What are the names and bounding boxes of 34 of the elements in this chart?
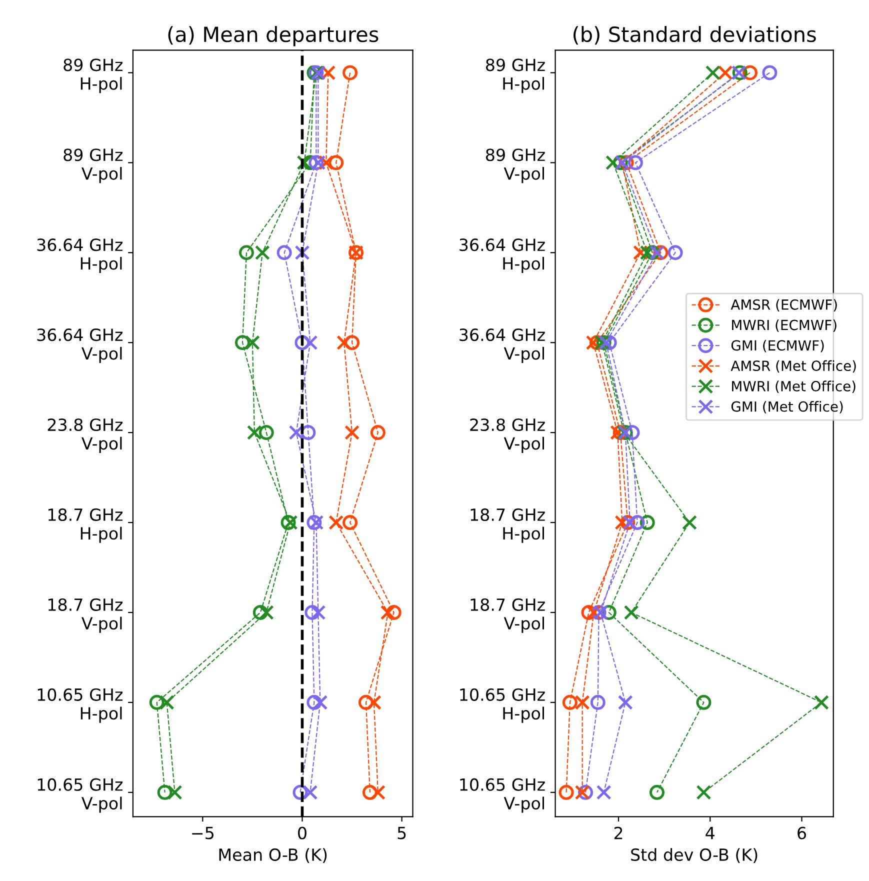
- y-tick-label: 23.8 GHz V-pol: [48, 418, 123, 453]
- x-axis-title: Std dev O-B (K): [631, 848, 758, 863]
- y-tick-label: 18.7 GHz V-pol: [48, 598, 123, 633]
- legend-label: AMSR (Met Office): [730, 360, 856, 373]
- x-tick-label: 5: [398, 826, 406, 840]
- x-axis-title: Mean O-B (K): [219, 848, 327, 863]
- y-tick-label: 89 GHz V-pol: [64, 148, 123, 184]
- y-tick-label: 36.64 GHz V-pol: [460, 328, 545, 363]
- x-tick-label: 0: [298, 826, 306, 840]
- legend-label: MWRI (Met Office): [732, 380, 856, 394]
- legend-label: GMI (Met Office): [731, 401, 843, 414]
- y-tick-label: 10.65 GHz H-pol: [460, 688, 545, 723]
- x-tick-label: 2: [614, 826, 622, 840]
- y-tick-label: 36.64 GHz H-pol: [460, 238, 545, 274]
- y-tick-label: 23.8 GHz V-pol: [470, 418, 545, 453]
- y-tick-label: 36.64 GHz V-pol: [37, 328, 123, 363]
- y-tick-label: 18.7 GHz H-pol: [470, 508, 545, 543]
- y-tick-label: 10.65 GHz H-pol: [38, 688, 123, 723]
- chart-title: (a) Mean departures: [168, 26, 378, 46]
- chart-title: (b) Standard deviations: [574, 26, 816, 45]
- y-tick-label: 89 GHz H-pol: [64, 58, 123, 94]
- y-tick-label: 36.64 GHz H-pol: [37, 238, 123, 274]
- legend-label: GMI (ECMWF): [731, 340, 824, 352]
- y-tick-label: 10.65 GHz V-pol: [460, 778, 545, 813]
- y-tick-label: 10.65 GHz V-pol: [38, 778, 123, 813]
- y-tick-label: 18.7 GHz V-pol: [470, 598, 545, 633]
- y-tick-label: 89 GHz V-pol: [486, 148, 545, 184]
- legend-label: MWRI (ECMWF): [732, 320, 836, 332]
- legend-label: AMSR (ECMWF): [730, 299, 837, 312]
- x-tick-label: 4: [706, 826, 715, 840]
- x-tick-label: 6: [798, 826, 806, 840]
- x-tick-label: −5: [192, 826, 214, 840]
- y-tick-label: 18.7 GHz H-pol: [48, 508, 123, 543]
- y-tick-label: 89 GHz H-pol: [486, 58, 545, 94]
